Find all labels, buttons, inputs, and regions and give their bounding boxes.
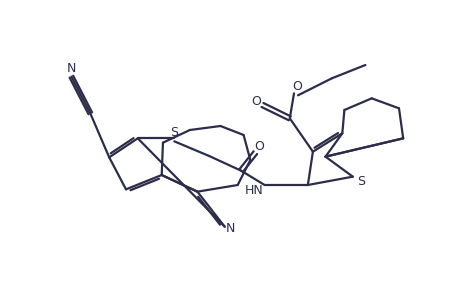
Text: O: O (292, 80, 302, 93)
Text: S: S (170, 126, 178, 139)
Text: O: O (252, 95, 261, 107)
Text: HN: HN (245, 184, 264, 197)
Text: S: S (357, 175, 365, 188)
Text: O: O (255, 140, 264, 153)
Text: N: N (67, 62, 76, 75)
Text: N: N (226, 222, 235, 235)
